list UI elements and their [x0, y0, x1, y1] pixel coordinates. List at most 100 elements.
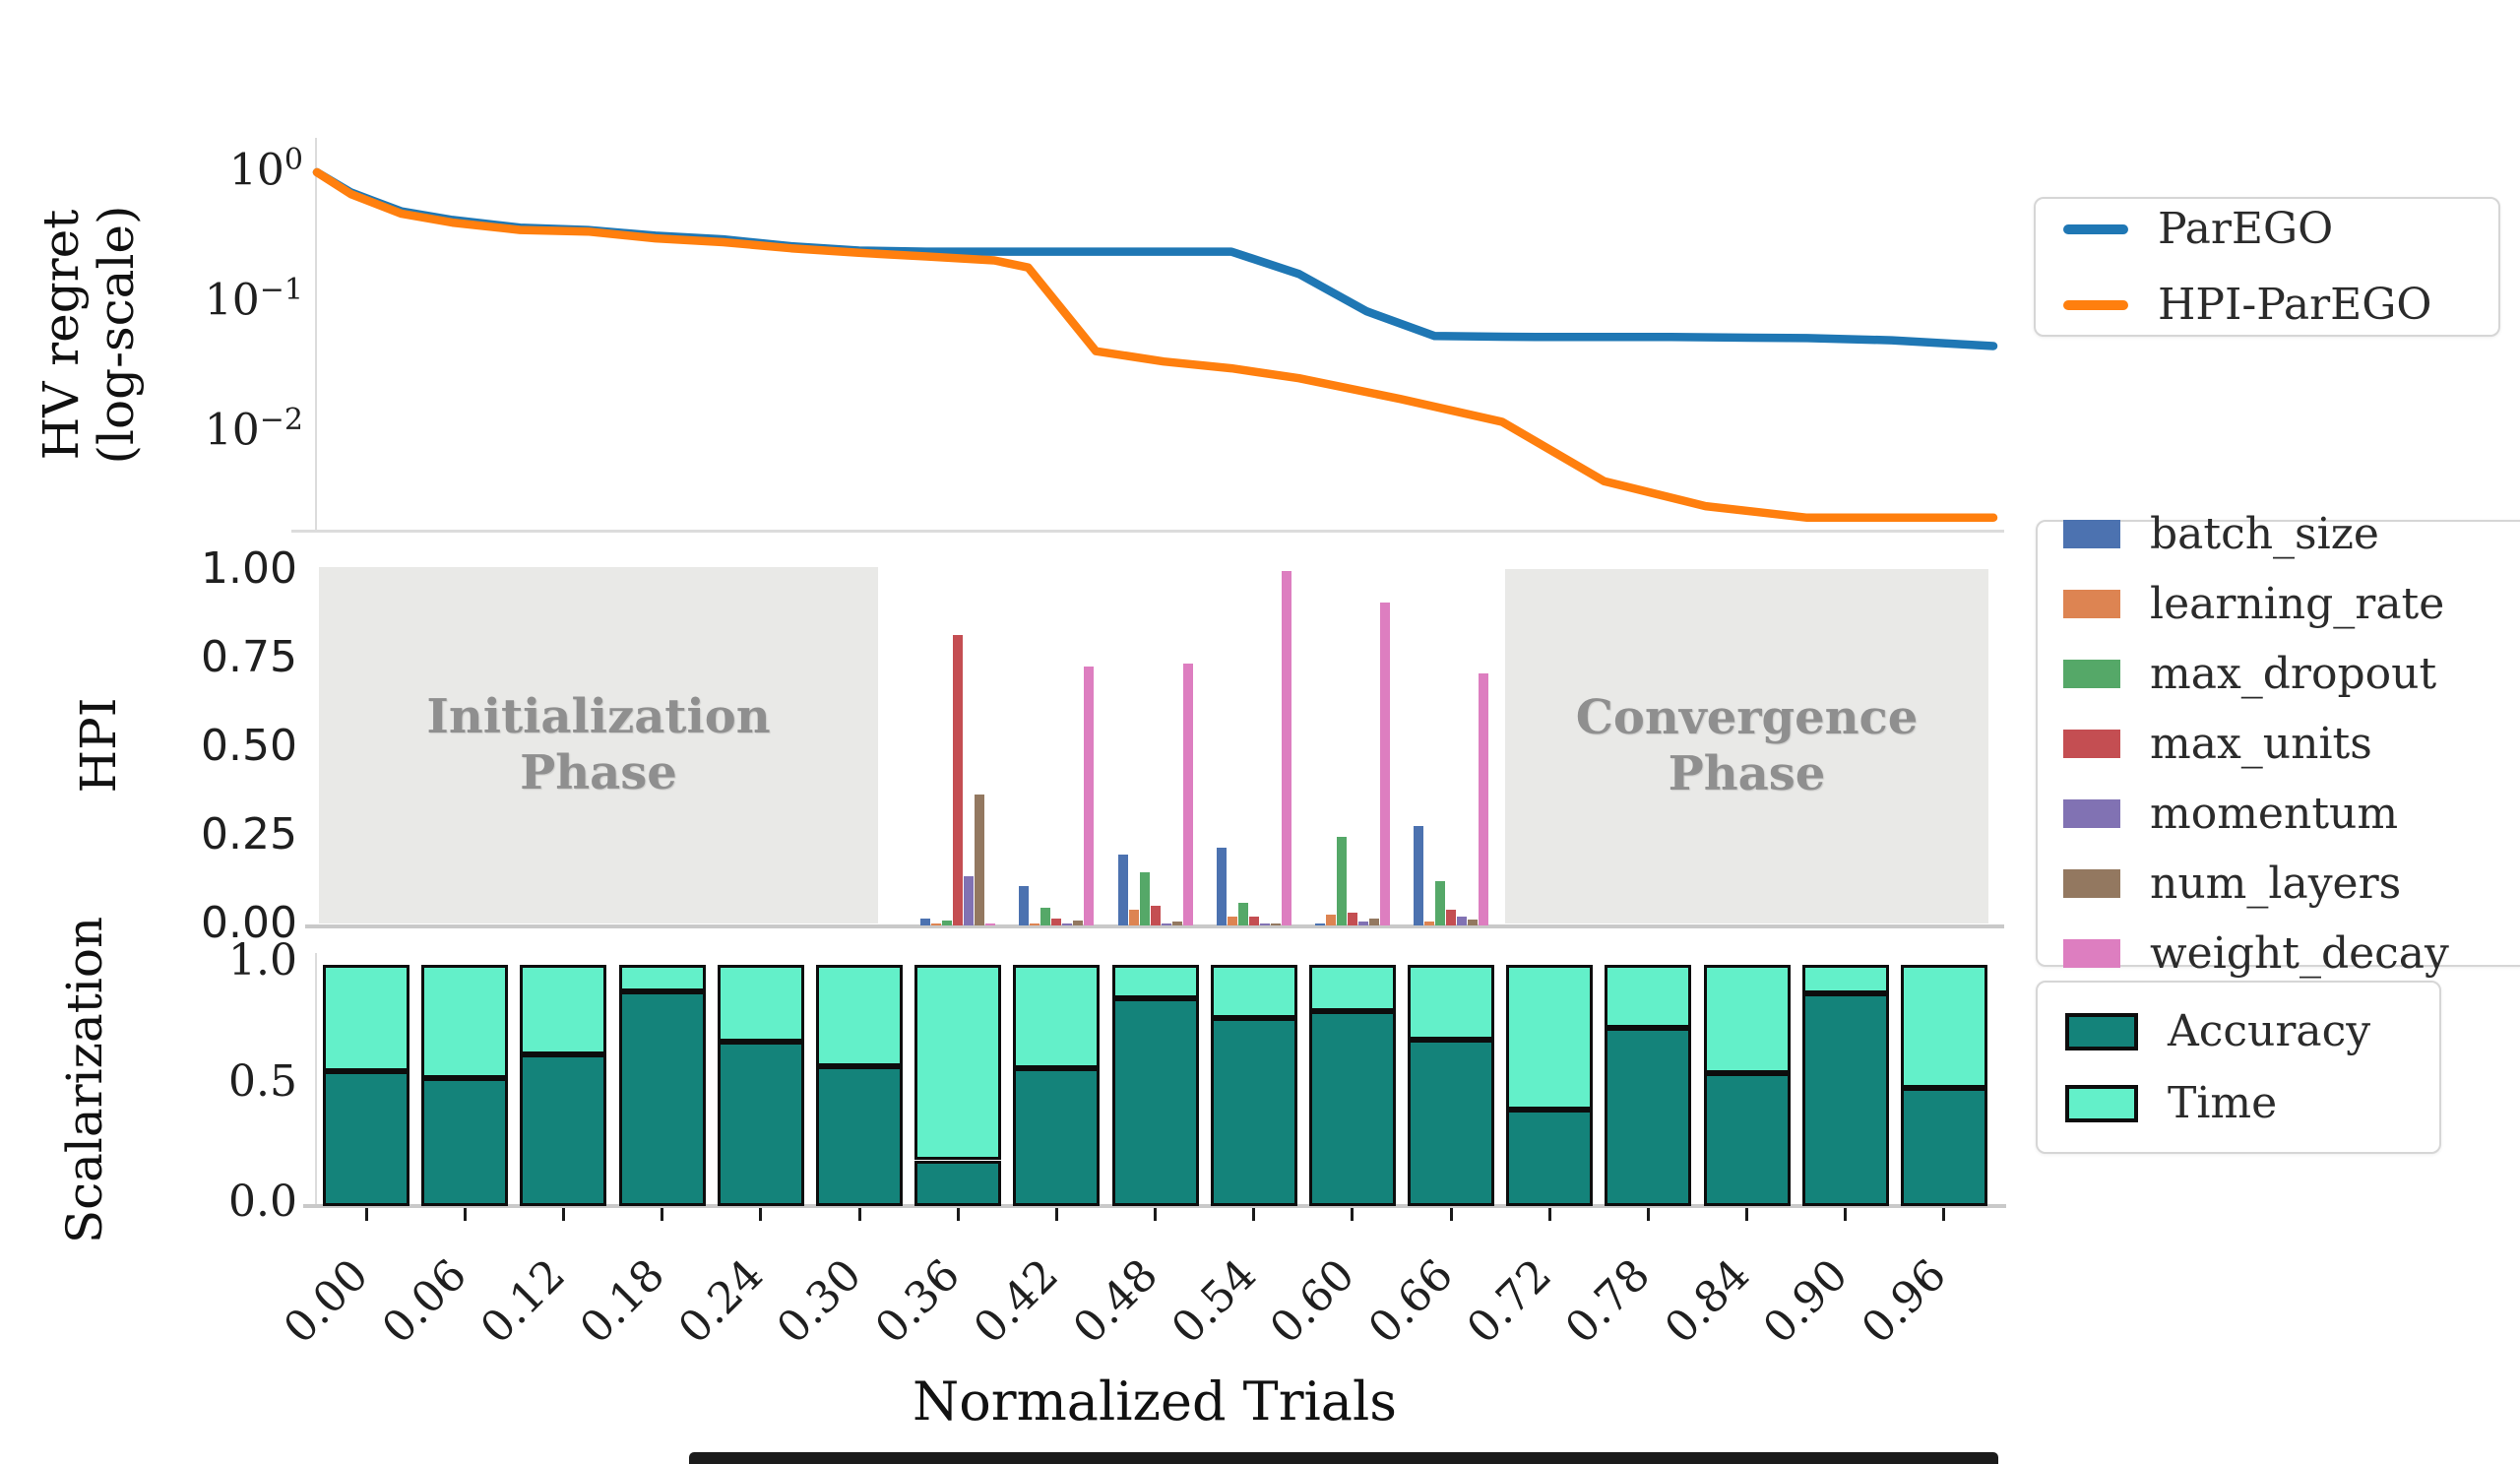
y-tick-label: 1.00 — [201, 543, 297, 594]
time-bar-segment — [323, 965, 410, 1071]
x-tick-mark — [1154, 1208, 1157, 1221]
hpi-bar-learning_rate — [1424, 922, 1434, 925]
x-tick-mark — [956, 1208, 960, 1221]
y-tick-label: 10−2 — [204, 403, 303, 456]
hpi-bar-max_dropout — [1336, 837, 1347, 925]
legend-item-label: batch_size — [2150, 508, 2379, 559]
legend-item-label: num_layers — [2150, 858, 2402, 909]
time-bar-segment — [1900, 965, 1987, 1088]
hpi-bar-max_units — [1150, 906, 1161, 925]
hpi-bar-batch_size — [1414, 826, 1423, 925]
hpi-bar-max_dropout — [942, 920, 953, 925]
hpi-bar-momentum — [964, 875, 975, 925]
time-bar-segment — [816, 965, 903, 1066]
hpi-bar-batch_size — [1117, 855, 1128, 925]
time-bar-segment — [1111, 965, 1199, 999]
time-bar-segment — [1703, 965, 1791, 1074]
legend-item: HPI-ParEGO — [2063, 280, 2471, 330]
accuracy-bar-segment — [914, 1160, 1002, 1206]
y-tick-label: 0.0 — [228, 1177, 297, 1227]
accuracy-bar-segment — [1703, 1073, 1791, 1207]
x-axis-label: Normalized Trials — [913, 1370, 1397, 1432]
legend-item: max_units — [2063, 719, 2502, 769]
legend-swatch — [2063, 938, 2120, 968]
legend-swatch — [2063, 519, 2120, 548]
hyperparameter-legend: batch_size learning_rate max_dropout max_un… — [2036, 509, 2520, 979]
hpi-bar-max_dropout — [1139, 872, 1150, 925]
accuracy-bar-segment — [1506, 1110, 1594, 1206]
hpi-bar-weight_decay — [1379, 603, 1390, 925]
line-legend: ParEGO HPI-ParEGO — [2034, 197, 2500, 337]
hpi-bar-num_layers — [1270, 923, 1281, 925]
hpi-axis-label: HPI — [70, 697, 127, 794]
x-tick-mark — [1252, 1208, 1256, 1221]
hpi-bar-learning_rate — [1030, 923, 1040, 925]
legend-swatch — [2065, 1012, 2138, 1050]
time-bar-segment — [1801, 965, 1889, 994]
legend-swatch — [2063, 299, 2128, 310]
hpi-bar-momentum — [1457, 917, 1467, 925]
legend-item: learning_rate — [2063, 579, 2502, 629]
hpi-axis-baseline — [305, 924, 2004, 928]
legend-swatch — [2063, 868, 2120, 898]
legend-swatch — [2063, 589, 2120, 618]
legend-swatch — [2063, 729, 2120, 758]
accuracy-bar-segment — [323, 1070, 410, 1206]
hpi-bar-max_units — [953, 634, 964, 925]
legend-item: ParEGO — [2063, 204, 2471, 254]
y-tick-label: 10−1 — [204, 273, 303, 326]
legend-item: num_layers — [2063, 859, 2502, 909]
time-bar-segment — [618, 965, 706, 991]
accuracy-bar-segment — [1801, 993, 1889, 1206]
legend-item-label: max_dropout — [2150, 648, 2437, 699]
x-tick-mark — [1351, 1208, 1354, 1221]
x-tick-mark — [1054, 1208, 1058, 1221]
accuracy-bar-segment — [1013, 1068, 1101, 1206]
initialization-phase-box: Initialization Phase — [319, 567, 878, 923]
hpi-bar-weight_decay — [1281, 571, 1292, 925]
panel-separator-line — [291, 530, 2004, 533]
legend-item: Time — [2065, 1078, 2412, 1128]
legend-item-label: weight_decay — [2150, 927, 2449, 979]
y-tick-label: 100 — [228, 143, 303, 196]
scalarization-axis-baseline — [303, 1204, 2006, 1208]
legend-item: batch_size — [2063, 509, 2502, 559]
line-ParEGO — [312, 167, 1998, 350]
line-HPI-ParEGO — [312, 167, 1998, 523]
hpi-bar-max_units — [1347, 913, 1357, 925]
time-bar-segment — [520, 965, 607, 1054]
x-tick-mark — [1942, 1208, 1946, 1221]
x-tick-mark — [364, 1208, 368, 1221]
accuracy-bar-segment — [1210, 1017, 1297, 1206]
y-tick-label: 0.25 — [201, 809, 297, 859]
legend-swatch — [2063, 798, 2120, 828]
hpi-bar-momentum — [1062, 923, 1073, 925]
hpi-bar-learning_rate — [1128, 909, 1139, 925]
hpi-bar-num_layers — [1171, 922, 1182, 925]
legend-item: weight_decay — [2063, 928, 2502, 979]
hpi-bar-batch_size — [1314, 923, 1325, 925]
hpi-bar-momentum — [1259, 923, 1270, 925]
x-tick-mark — [561, 1208, 565, 1221]
accuracy-bar-segment — [1111, 998, 1199, 1206]
time-bar-segment — [1210, 965, 1297, 1018]
hpi-bar-max_units — [1051, 918, 1062, 925]
time-bar-segment — [1605, 965, 1692, 1028]
initialization-phase-label: Initialization Phase — [426, 689, 771, 800]
legend-item-label: HPI-ParEGO — [2158, 280, 2432, 330]
y-tick-label: 0.00 — [201, 898, 297, 948]
bottom-panel-left-spine — [315, 953, 317, 1206]
hv-regret-axis-label: HV regret (log-scale) — [32, 205, 145, 465]
legend-item-label: learning_rate — [2150, 578, 2445, 629]
hpi-bar-learning_rate — [1227, 917, 1237, 925]
hpi-bar-num_layers — [1468, 919, 1478, 925]
hpi-bar-max_units — [1248, 917, 1259, 925]
y-tick-label: 0.75 — [201, 632, 297, 682]
time-bar-segment — [421, 965, 509, 1079]
legend-swatch — [2063, 223, 2128, 234]
time-bar-segment — [1013, 965, 1101, 1069]
accuracy-bar-segment — [717, 1042, 804, 1206]
accuracy-bar-segment — [618, 991, 706, 1207]
y-tick-label: 0.50 — [201, 721, 297, 771]
